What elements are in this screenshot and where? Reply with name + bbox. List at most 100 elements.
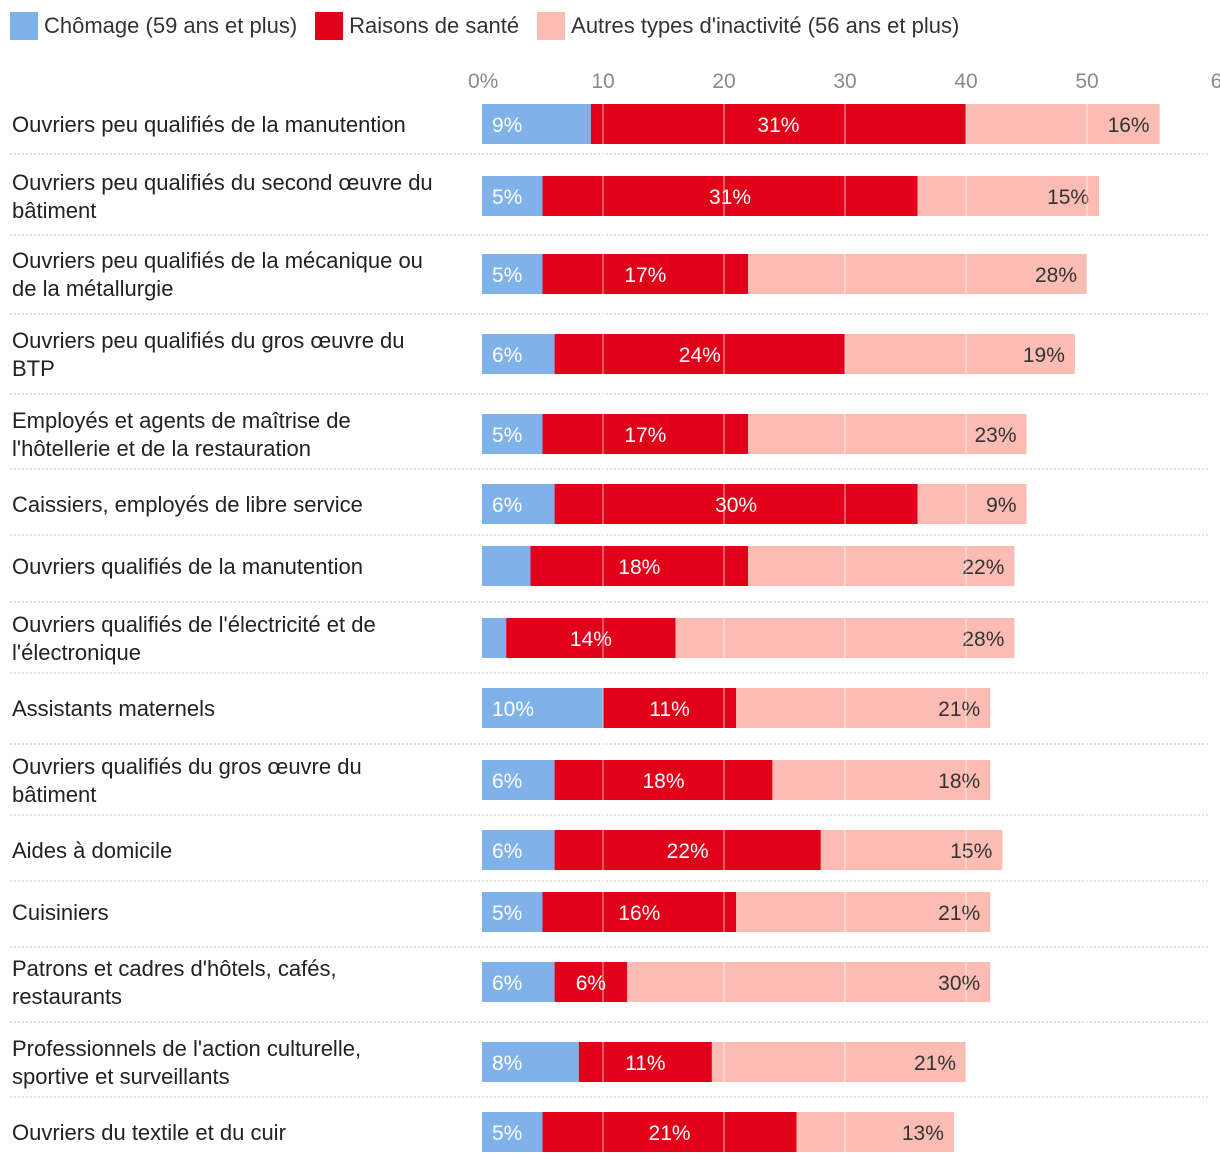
data-label-sante: 21% — [649, 1122, 691, 1145]
x-tick-label: 20 — [712, 70, 735, 93]
data-label-chomage: 5% — [492, 902, 522, 925]
data-label-chomage: 9% — [492, 114, 522, 137]
data-label-sante: 31% — [709, 186, 751, 209]
category-label: Caissiers, employés de libre service — [12, 492, 363, 517]
data-label-autres: 16% — [1108, 114, 1150, 137]
legend-item-sante: Raisons de santé — [315, 12, 519, 40]
data-label-chomage: 8% — [492, 1052, 522, 1075]
bar-autres — [736, 688, 991, 728]
data-label-autres: 18% — [938, 770, 980, 793]
legend-label-sante: Raisons de santé — [349, 13, 520, 38]
x-axis: 0% 10 20 30 40 50 60 — [468, 70, 1220, 93]
x-tick-label: 10 — [591, 70, 614, 93]
bar-autres — [772, 760, 991, 800]
gridlines — [602, 100, 1209, 1154]
bar-sante — [554, 962, 628, 1002]
bar-sante — [554, 760, 773, 800]
bar-sante — [542, 176, 918, 216]
category-label: Aides à domicile — [12, 838, 172, 863]
bar-chomage — [482, 1112, 543, 1152]
bar-chomage — [482, 414, 543, 454]
data-label-sante: 14% — [570, 628, 612, 651]
category-label: Patrons et cadres d'hôtels, cafés, — [12, 956, 337, 981]
bar-chomage — [482, 962, 555, 1002]
category-label: Ouvriers peu qualifiés de la manutention — [12, 112, 406, 137]
category-label: sportive et surveillants — [12, 1064, 230, 1089]
data-label-autres: 21% — [938, 698, 980, 721]
bar-autres — [966, 104, 1160, 144]
bar-autres — [917, 484, 1027, 524]
bar-chomage — [482, 1042, 579, 1082]
bar-chomage — [482, 546, 531, 586]
legend-item-autres: Autres types d'inactivité (56 ans et plu… — [537, 12, 959, 40]
data-label-sante: 31% — [757, 114, 799, 137]
bar-autres — [627, 962, 991, 1002]
data-label-chomage: 10% — [492, 698, 534, 721]
data-label-autres: 21% — [914, 1052, 956, 1075]
x-tick-label: 50 — [1075, 70, 1098, 93]
bar-chomage — [482, 254, 543, 294]
bar-autres — [796, 1112, 954, 1152]
bar-autres — [711, 1042, 966, 1082]
data-label-autres: 19% — [1023, 344, 1065, 367]
bar-chomage — [482, 688, 603, 728]
data-label-chomage: 6% — [492, 770, 522, 793]
x-tick-label: 0% — [468, 70, 498, 93]
category-label: Employés et agents de maîtrise de — [12, 408, 351, 433]
x-tick-label: 60 — [1211, 70, 1220, 93]
bar-autres — [748, 546, 1015, 586]
legend-swatch-sante — [315, 12, 344, 40]
bar-autres — [748, 414, 1027, 454]
data-label-sante: 11% — [625, 1052, 665, 1075]
data-label-sante: 18% — [618, 556, 660, 579]
bar-autres — [917, 176, 1100, 216]
data-label-chomage: 6% — [492, 972, 522, 995]
category-label: Ouvriers peu qualifiés du gros œuvre du — [12, 328, 405, 353]
x-tick-label: 40 — [954, 70, 977, 93]
bar-chomage — [482, 176, 543, 216]
data-label-autres: 15% — [950, 840, 992, 863]
category-label: BTP — [12, 356, 55, 381]
category-label: Ouvriers qualifiés de la manutention — [12, 554, 363, 579]
bar-sante — [542, 414, 749, 454]
data-label-sante: 16% — [618, 902, 660, 925]
legend-label-chomage: Chômage (59 ans et plus) — [44, 13, 298, 38]
bar-chomage — [482, 484, 555, 524]
category-label: l'hôtellerie et de la restauration — [12, 436, 311, 461]
data-label-chomage: 5% — [492, 1122, 522, 1145]
bar-sante — [542, 254, 749, 294]
data-label-chomage: 6% — [492, 344, 522, 367]
data-label-autres: 22% — [962, 556, 1004, 579]
legend-label-autres: Autres types d'inactivité (56 ans et plu… — [571, 13, 960, 38]
bar-chomage — [482, 334, 555, 374]
category-label: Ouvriers du textile et du cuir — [12, 1120, 286, 1145]
data-label-chomage: 5% — [492, 186, 522, 209]
legend-swatch-autres — [537, 12, 566, 40]
data-label-sante: 11% — [649, 698, 689, 721]
category-label: Cuisiniers — [12, 900, 109, 925]
bar-sante — [542, 892, 737, 932]
bar-autres — [820, 830, 1003, 870]
bar-autres — [736, 892, 991, 932]
category-label: restaurants — [12, 984, 122, 1009]
bar-chomage — [482, 892, 543, 932]
bar-sante — [530, 546, 749, 586]
data-label-sante: 30% — [715, 494, 757, 517]
bar-chomage — [482, 104, 591, 144]
x-tick-label: 30 — [833, 70, 856, 93]
bar-autres — [748, 254, 1087, 294]
data-label-autres: 30% — [938, 972, 980, 995]
category-label: de la métallurgie — [12, 276, 173, 301]
bar-sante — [578, 1042, 712, 1082]
data-label-autres: 9% — [986, 494, 1016, 517]
category-label: bâtiment — [12, 782, 96, 807]
bar-autres — [675, 618, 1015, 658]
bar-sante — [554, 830, 821, 870]
bar-sante — [603, 688, 737, 728]
data-label-chomage: 6% — [492, 840, 522, 863]
data-label-sante: 6% — [576, 972, 606, 995]
bar-sante — [506, 618, 676, 658]
legend: Chômage (59 ans et plus) Raisons de sant… — [10, 8, 977, 44]
